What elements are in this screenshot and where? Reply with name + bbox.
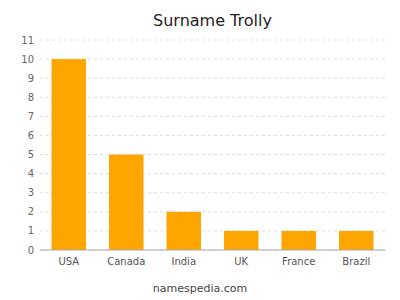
grid-line — [40, 154, 385, 155]
y-tick-label: 2 — [28, 206, 34, 217]
grid-line — [40, 97, 385, 98]
chart: 0 1 2 3 4 5 6 7 8 9 10 11 USA Canada India UK France Braz… — [0, 0, 400, 300]
grid-line — [40, 211, 385, 212]
grid-line — [40, 40, 385, 41]
grid-line — [40, 192, 385, 193]
footer: namespedia.com — [153, 282, 247, 295]
title: Surname Trolly — [153, 11, 272, 30]
x-tick-label: UK — [234, 256, 248, 267]
grid-line — [40, 59, 385, 60]
y-tick-label: 10 — [21, 54, 34, 65]
bar — [167, 212, 202, 250]
y-tick-label: 11 — [21, 35, 34, 46]
grid-line — [40, 250, 385, 251]
y-tick-label: 3 — [28, 187, 34, 198]
y-tick-label: 0 — [28, 245, 34, 256]
x-tick-label: India — [171, 256, 196, 267]
bars — [52, 59, 374, 250]
x-tick-label: Canada — [107, 256, 145, 267]
grid-line — [40, 173, 385, 174]
bar — [224, 231, 259, 250]
x-tick-label: France — [282, 256, 315, 267]
y-tick-label: 4 — [28, 168, 34, 179]
y-tick-label: 6 — [28, 130, 34, 141]
bar — [109, 155, 144, 250]
bar — [339, 231, 374, 250]
bar — [282, 231, 317, 250]
bar — [52, 59, 87, 250]
y-tick-label: 7 — [28, 111, 34, 122]
background — [0, 0, 400, 300]
grid-line — [40, 135, 385, 136]
y-tick-label: 5 — [28, 149, 34, 160]
x-tick-label: USA — [58, 256, 79, 267]
x-axis-line — [40, 250, 385, 251]
grid-line — [40, 116, 385, 117]
y-tick-label: 1 — [28, 225, 34, 236]
y-tick-label: 8 — [28, 92, 34, 103]
x-tick-label: Brazil — [342, 256, 370, 267]
y-tick-label: 9 — [28, 73, 34, 84]
grid-line — [40, 230, 385, 231]
grid-line — [40, 78, 385, 79]
